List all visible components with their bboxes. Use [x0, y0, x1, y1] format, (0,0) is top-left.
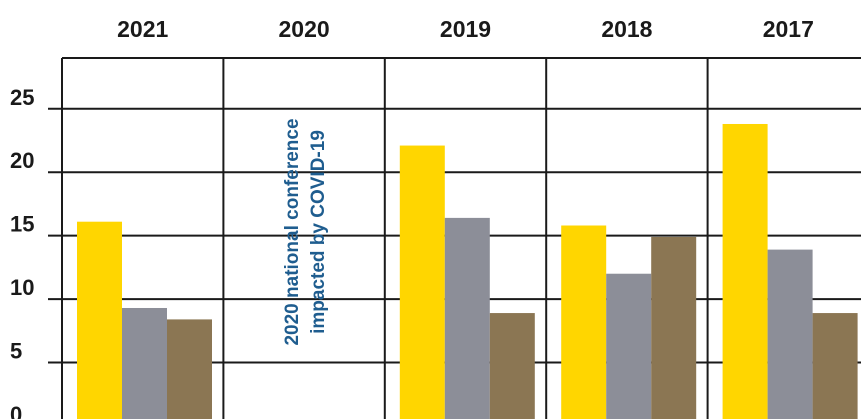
annotation-line-1: 2020 national conference	[282, 118, 303, 345]
bar-2019-2	[444, 217, 490, 419]
year-labels: 2021 2020 2019 2018 2017	[117, 16, 814, 42]
bar-2021-2	[122, 307, 167, 419]
bar-2021-1	[77, 221, 122, 419]
bar-2019-3	[489, 313, 535, 419]
bar-2021-3	[167, 319, 212, 419]
annotation-line-2: impacted by COVID-19	[308, 130, 329, 334]
y-tick-label-25: 25	[10, 85, 34, 110]
chart-frame	[61, 57, 861, 419]
bars	[77, 123, 858, 419]
y-tick-label-20: 20	[10, 148, 34, 173]
bar-2018-2	[606, 273, 652, 419]
y-tick-label-15: 15	[10, 212, 34, 237]
year-label-2018: 2018	[601, 16, 652, 42]
bar-2019-1	[399, 145, 445, 419]
covid-annotation: 2020 national conference impacted by COVI…	[282, 118, 329, 345]
bar-2017-3	[812, 313, 858, 419]
year-label-2019: 2019	[440, 16, 491, 42]
annotation-group: 2020 national conference impacted by COVI…	[282, 118, 329, 345]
year-label-2017: 2017	[763, 16, 814, 42]
bar-2017-2	[767, 249, 813, 419]
bar-2017-1	[722, 123, 768, 419]
y-axis-ticks: 0 5 10 15 20 25	[10, 85, 34, 419]
y-tick-label-5: 5	[10, 339, 22, 364]
bar-2018-3	[651, 236, 697, 419]
y-tick-label-0: 0	[10, 402, 22, 419]
year-label-2021: 2021	[117, 16, 168, 42]
y-tick-label-10: 10	[10, 275, 34, 300]
bar-2018-1	[561, 225, 607, 419]
year-label-2020: 2020	[279, 16, 330, 42]
